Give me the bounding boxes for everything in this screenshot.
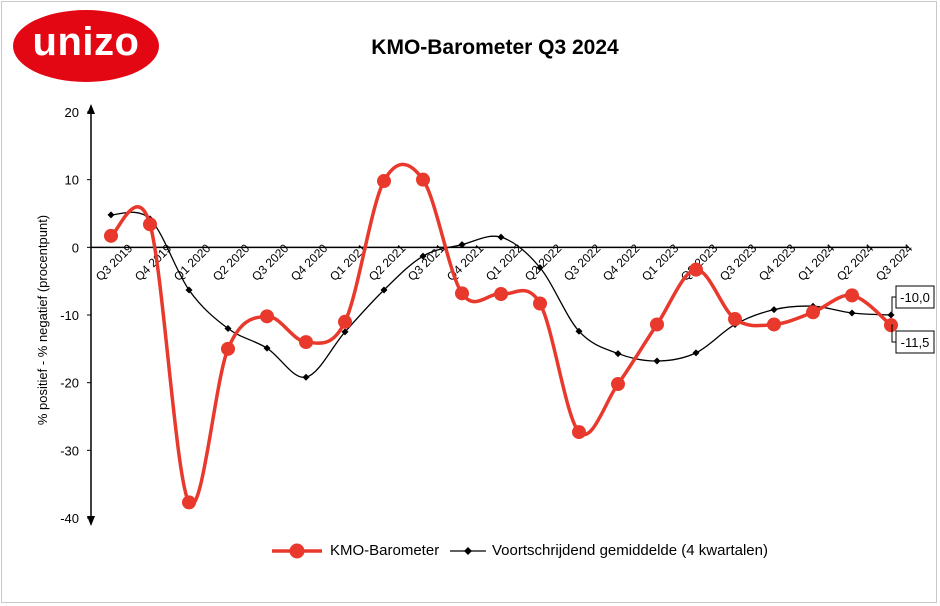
y-tick-label: 20 (65, 105, 79, 120)
data-point-voortschrijdend-gemiddelde-4-kwartalen (497, 233, 505, 241)
data-point-kmo-barometer (767, 317, 781, 332)
data-point-voortschrijdend-gemiddelde-4-kwartalen (419, 252, 427, 260)
unizo-logo: unizo (12, 8, 160, 84)
data-point-kmo-barometer (494, 287, 508, 302)
data-point-kmo-barometer (338, 314, 352, 329)
data-point-voortschrijdend-gemiddelde-4-kwartalen (263, 344, 271, 352)
y-axis-title: % positief - % negatief (procentpunt) (35, 215, 50, 425)
data-point-voortschrijdend-gemiddelde-4-kwartalen (224, 325, 232, 333)
legend-label-moving-average: Voortschrijdend gemiddelde (4 kwartalen) (492, 542, 768, 559)
y-tick-label: -30 (60, 443, 79, 458)
data-point-kmo-barometer (728, 312, 742, 327)
chart-title: KMO-Barometer Q3 2024 (371, 36, 619, 59)
series-line-kmo-barometer (109, 162, 893, 507)
logo-ellipse (13, 10, 159, 82)
data-point-voortschrijdend-gemiddelde-4-kwartalen (107, 211, 115, 219)
data-point-kmo-barometer (845, 288, 859, 303)
data-point-voortschrijdend-gemiddelde-4-kwartalen (380, 286, 388, 294)
data-point-voortschrijdend-gemiddelde-4-kwartalen (341, 328, 349, 336)
annotation-label: -11,5 (901, 335, 930, 350)
data-point-voortschrijdend-gemiddelde-4-kwartalen (536, 264, 544, 272)
y-tick-label: -20 (60, 376, 79, 391)
data-point-kmo-barometer (611, 377, 625, 392)
annotation-box (895, 330, 935, 354)
data-point-voortschrijdend-gemiddelde-4-kwartalen (458, 241, 466, 249)
data-point-kmo-barometer (182, 495, 196, 510)
data-point-voortschrijdend-gemiddelde-4-kwartalen (887, 311, 895, 319)
data-point-kmo-barometer (806, 305, 820, 320)
data-point-kmo-barometer (377, 174, 391, 189)
annotation-leader (891, 324, 896, 343)
data-point-voortschrijdend-gemiddelde-4-kwartalen (770, 306, 778, 314)
data-point-voortschrijdend-gemiddelde-4-kwartalen (692, 349, 700, 357)
data-point-voortschrijdend-gemiddelde-4-kwartalen (185, 286, 193, 294)
data-point-kmo-barometer (221, 341, 235, 356)
data-point-kmo-barometer (260, 309, 274, 324)
data-point-voortschrijdend-gemiddelde-4-kwartalen (302, 373, 310, 381)
data-point-kmo-barometer (533, 296, 547, 311)
logo-text: unizo (32, 20, 140, 64)
data-point-kmo-barometer (572, 425, 586, 440)
legend-label-kmo-barometer: KMO-Barometer (330, 542, 440, 559)
data-point-kmo-barometer (884, 318, 898, 333)
y-tick-label: -40 (60, 511, 79, 526)
legend-marker-kmo-barometer (272, 543, 322, 559)
y-tick-label: 10 (65, 173, 79, 188)
data-point-kmo-barometer (689, 262, 703, 277)
legend-marker-moving-average (450, 547, 486, 555)
data-point-kmo-barometer (104, 228, 118, 243)
data-point-kmo-barometer (650, 317, 664, 332)
annotation-box (895, 285, 935, 309)
data-point-kmo-barometer (299, 335, 313, 350)
data-point-voortschrijdend-gemiddelde-4-kwartalen (614, 350, 622, 358)
data-point-voortschrijdend-gemiddelde-4-kwartalen (575, 327, 583, 335)
y-tick-label: -10 (60, 308, 79, 323)
data-point-kmo-barometer (455, 286, 469, 301)
data-point-voortschrijdend-gemiddelde-4-kwartalen (653, 357, 661, 365)
annotation-label: -10,0 (900, 290, 930, 305)
annotation-leader (891, 296, 896, 316)
data-point-voortschrijdend-gemiddelde-4-kwartalen (848, 309, 856, 317)
data-point-kmo-barometer (416, 172, 430, 187)
y-tick-label: 0 (72, 240, 79, 255)
data-point-kmo-barometer (143, 217, 157, 232)
